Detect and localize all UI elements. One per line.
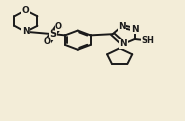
Text: N: N — [118, 22, 126, 31]
Text: O: O — [44, 38, 51, 46]
Text: N: N — [22, 27, 29, 36]
Text: N: N — [131, 25, 139, 34]
Text: SH: SH — [141, 36, 154, 45]
Text: S: S — [49, 29, 57, 39]
Text: O: O — [55, 22, 62, 31]
Text: N: N — [120, 39, 127, 48]
Text: O: O — [22, 6, 29, 15]
